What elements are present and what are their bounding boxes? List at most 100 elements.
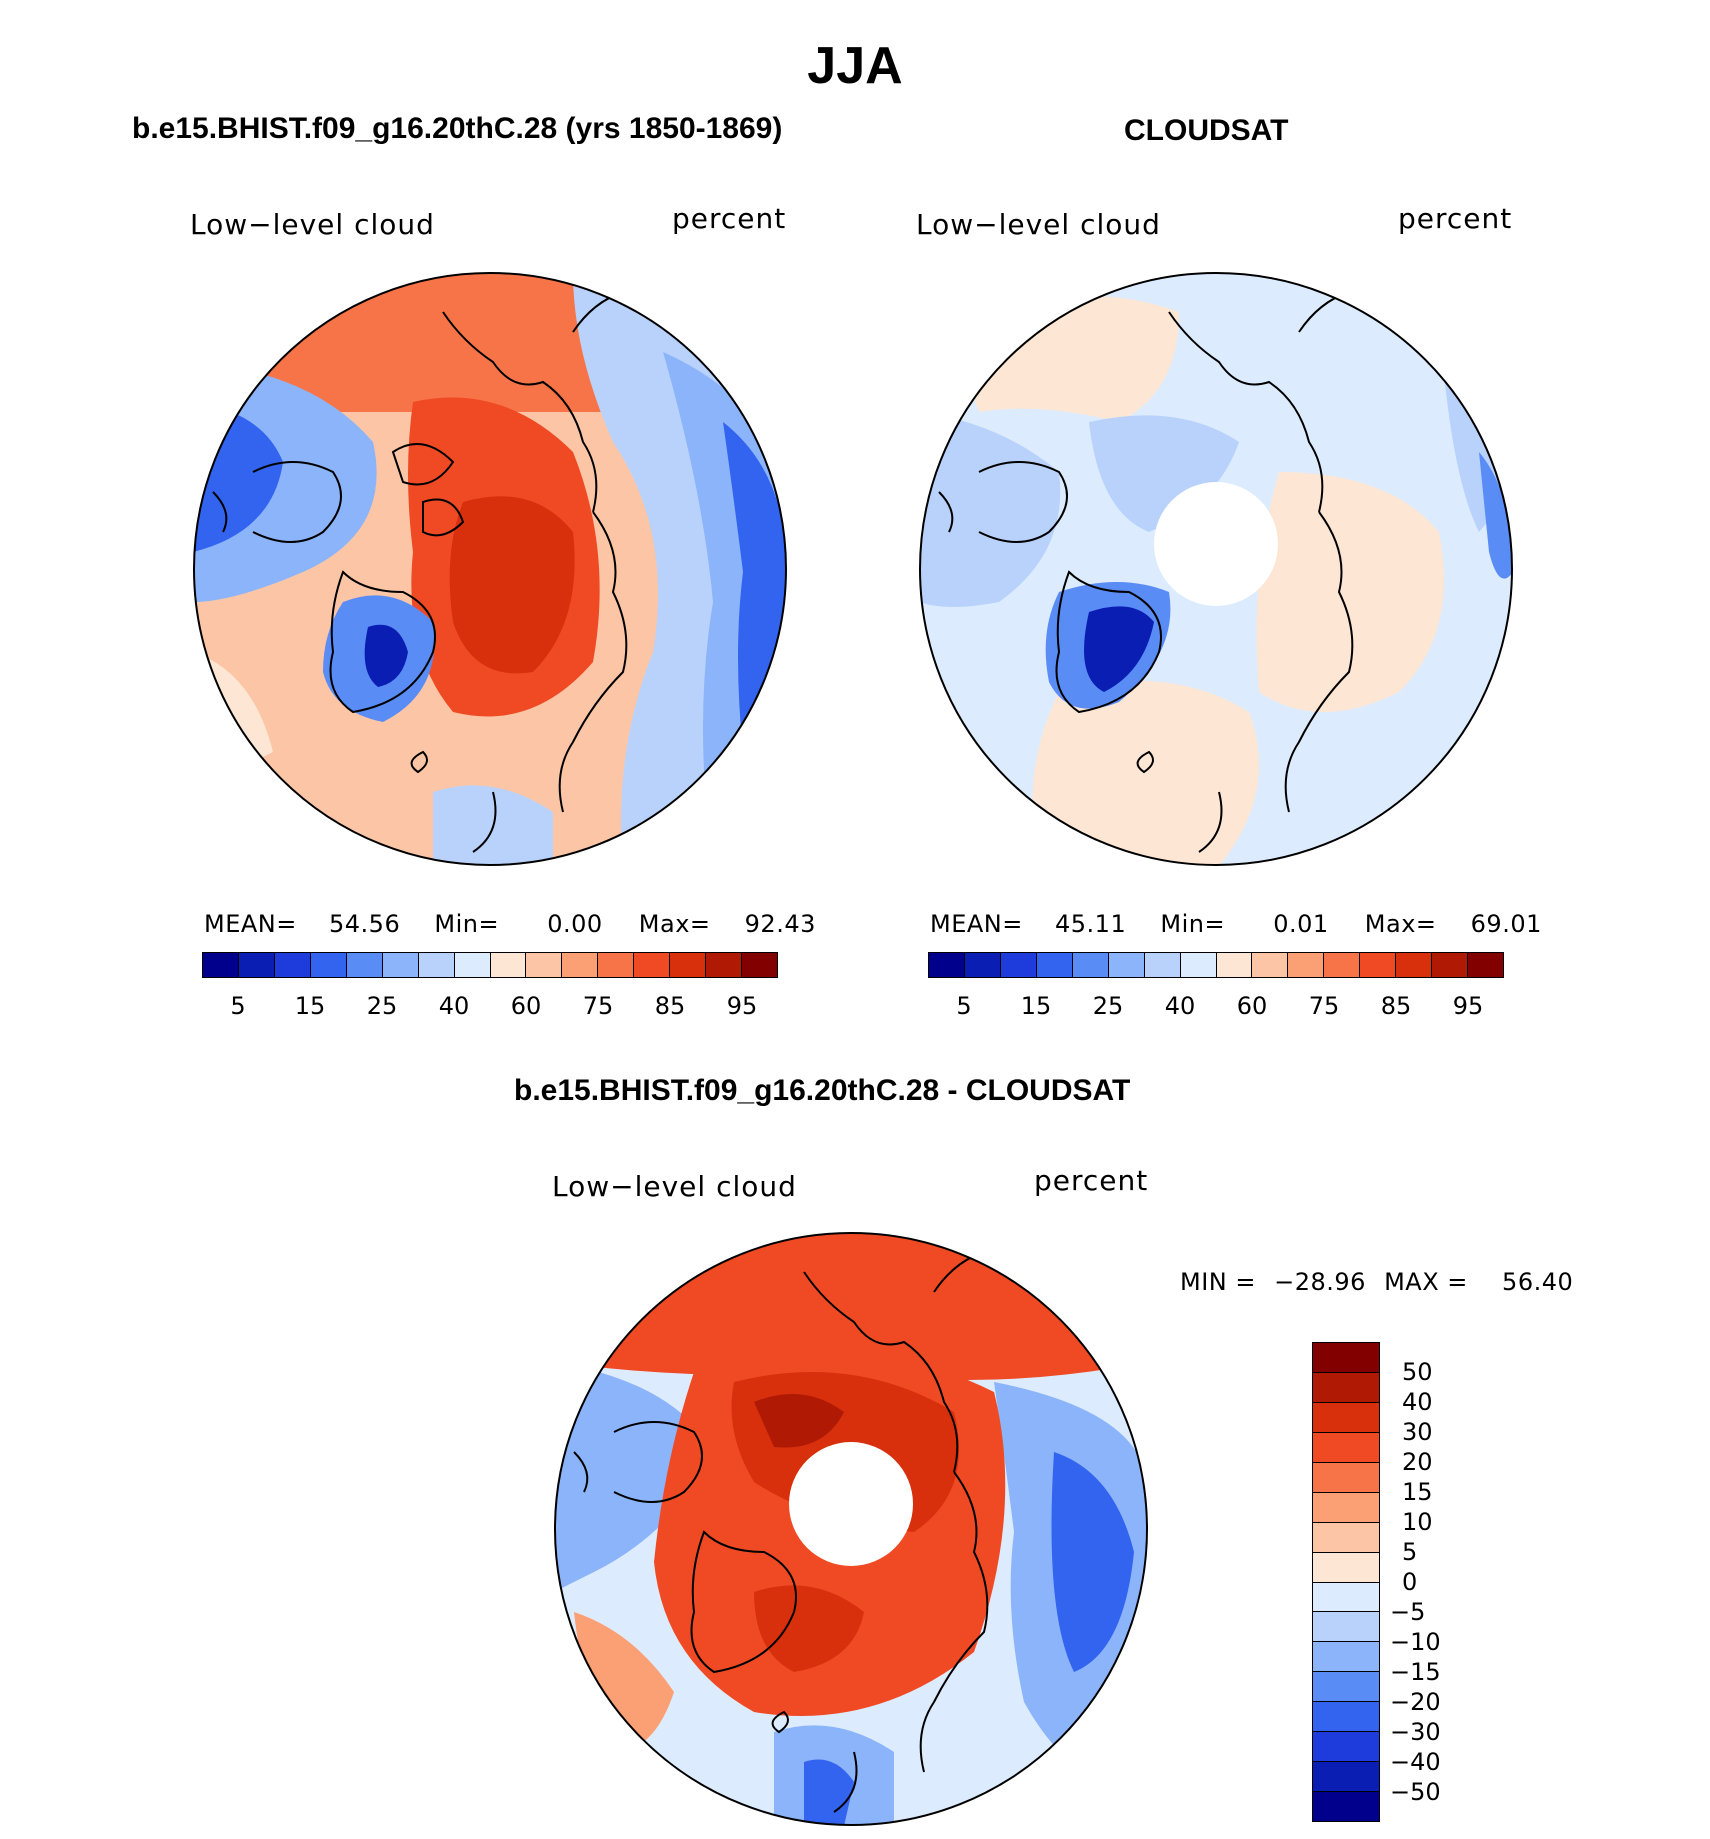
- mean-value: 45.11: [1055, 910, 1127, 938]
- coastline: [690, 1530, 797, 1674]
- max-label: Max=: [1364, 910, 1437, 938]
- colorbar-tick-label: 85: [654, 992, 686, 1020]
- colorbar-tick-label: 75: [1308, 992, 1340, 1020]
- map-region: [804, 1759, 854, 1825]
- colorbar-tick-label: 5: [956, 992, 972, 1020]
- figure-title: JJA: [807, 37, 903, 95]
- colorbar-swatch: [562, 953, 599, 977]
- colorbar-swatch: [1252, 953, 1289, 977]
- colorbar-swatch: [1313, 1402, 1379, 1433]
- colorbar-tick-label: 95: [1452, 992, 1484, 1020]
- min-value: 0.01: [1273, 910, 1329, 938]
- colorbar-tick-label: −30: [1390, 1718, 1441, 1746]
- colorbar-tick-label: 30: [1402, 1418, 1433, 1446]
- colorbar-swatch: [1313, 1762, 1379, 1793]
- panel-model-colorbar-ticks: 5 15 25 40 60 75 85 95: [202, 992, 778, 1022]
- colorbar-swatch: [1144, 953, 1181, 977]
- map-region: [555, 1362, 714, 1592]
- colorbar-swatch: [418, 953, 455, 977]
- colorbar-swatch: [1000, 953, 1037, 977]
- panel-model-colorbar: [202, 952, 778, 978]
- colorbar-tick-label: 20: [1402, 1448, 1433, 1476]
- map-region: [364, 624, 408, 687]
- colorbar-swatch: [203, 953, 239, 977]
- colorbar-swatch: [634, 953, 671, 977]
- colorbar-swatch: [929, 953, 965, 977]
- colorbar-tick-label: −15: [1390, 1658, 1441, 1686]
- map-region: [1479, 452, 1512, 579]
- colorbar-swatch: [1036, 953, 1073, 977]
- coastline: [1198, 791, 1223, 853]
- min-label: Min=: [434, 910, 500, 938]
- colorbar-tick-label: 40: [1402, 1388, 1433, 1416]
- colorbar-swatch: [1313, 1552, 1379, 1583]
- colorbar-tick-label: 15: [1402, 1478, 1433, 1506]
- colorbar-tick-label: 75: [582, 992, 614, 1020]
- panel-obs-title: CLOUDSAT: [1124, 114, 1289, 147]
- panel-diff-colorbar: [1312, 1342, 1380, 1822]
- panel-diff-title: b.e15.BHIST.f09_g16.20thC.28 - CLOUDSAT: [514, 1074, 1131, 1107]
- colorbar-tick-label: 5: [1402, 1538, 1418, 1566]
- coastline: [1055, 570, 1162, 714]
- colorbar-swatch: [1313, 1732, 1379, 1763]
- coastline: [833, 1751, 858, 1813]
- colorbar-swatch: [1313, 1492, 1379, 1523]
- colorbar-swatch: [1216, 953, 1253, 977]
- colorbar-tick-label: 25: [1092, 992, 1124, 1020]
- colorbar-swatch: [1313, 1792, 1379, 1821]
- colorbar-tick-label: 85: [1380, 992, 1412, 1020]
- mean-label: MEAN=: [930, 910, 1023, 938]
- mean-label: MEAN=: [204, 910, 297, 938]
- colorbar-swatch: [1072, 953, 1109, 977]
- colorbar-tick-label: −5: [1390, 1598, 1426, 1626]
- colorbar-swatch: [1288, 953, 1325, 977]
- colorbar-swatch: [670, 953, 707, 977]
- coastline: [1168, 311, 1324, 513]
- colorbar-swatch: [1313, 1372, 1379, 1403]
- max-label: MAX =: [1384, 1268, 1468, 1296]
- min-value: 0.00: [547, 910, 603, 938]
- panel-model-stats: MEAN= 54.56 Min= 0.00 Max= 92.43: [204, 910, 816, 938]
- colorbar-swatch: [1324, 953, 1361, 977]
- colorbar-tick-label: 40: [438, 992, 470, 1020]
- max-value: 92.43: [744, 910, 816, 938]
- coastline: [919, 1471, 989, 1773]
- colorbar-swatch: [742, 953, 777, 977]
- max-label: Max=: [638, 910, 711, 938]
- panel-model-title: b.e15.BHIST.f09_g16.20thC.28 (yrs 1850-1…: [132, 112, 783, 145]
- colorbar-tick-label: −10: [1390, 1628, 1441, 1656]
- colorbar-swatch: [1360, 953, 1397, 977]
- colorbar-tick-label: 15: [1020, 992, 1052, 1020]
- map-region: [1084, 606, 1154, 692]
- panel-obs-stats: MEAN= 45.11 Min= 0.01 Max= 69.01: [930, 910, 1542, 938]
- colorbar-swatch: [1313, 1582, 1379, 1613]
- coastline: [422, 498, 465, 537]
- min-label: Min=: [1160, 910, 1226, 938]
- coastline: [1136, 750, 1154, 774]
- colorbar-tick-label: 25: [366, 992, 398, 1020]
- panel-diff-field-label: Low−level cloud: [552, 1170, 797, 1203]
- colorbar-swatch: [1313, 1672, 1379, 1703]
- colorbar-swatch: [454, 953, 491, 977]
- colorbar-tick-label: 15: [294, 992, 326, 1020]
- panel-obs-map: [919, 272, 1513, 866]
- colorbar-tick-label: 60: [1236, 992, 1268, 1020]
- coastline: [442, 311, 598, 513]
- panel-model-field-label: Low−level cloud: [190, 208, 435, 241]
- no-data-hole: [1154, 482, 1278, 606]
- colorbar-tick-label: −40: [1390, 1748, 1441, 1776]
- map-region: [754, 1394, 844, 1448]
- panel-obs-field-label: Low−level cloud: [916, 208, 1161, 241]
- map-region: [1256, 472, 1444, 712]
- panel-diff-stats: MIN = −28.96 MAX = 56.40: [1180, 1268, 1573, 1296]
- colorbar-swatch: [1180, 953, 1217, 977]
- colorbar-swatch: [310, 953, 347, 977]
- colorbar-swatch: [1313, 1702, 1379, 1733]
- colorbar-swatch: [1468, 953, 1503, 977]
- panel-obs-colorbar: [928, 952, 1504, 978]
- panel-model-map: [193, 272, 787, 866]
- colorbar-tick-label: 40: [1164, 992, 1196, 1020]
- colorbar-swatch: [274, 953, 311, 977]
- map-region: [1089, 415, 1239, 532]
- panel-diff-units-label: percent: [1034, 1164, 1149, 1197]
